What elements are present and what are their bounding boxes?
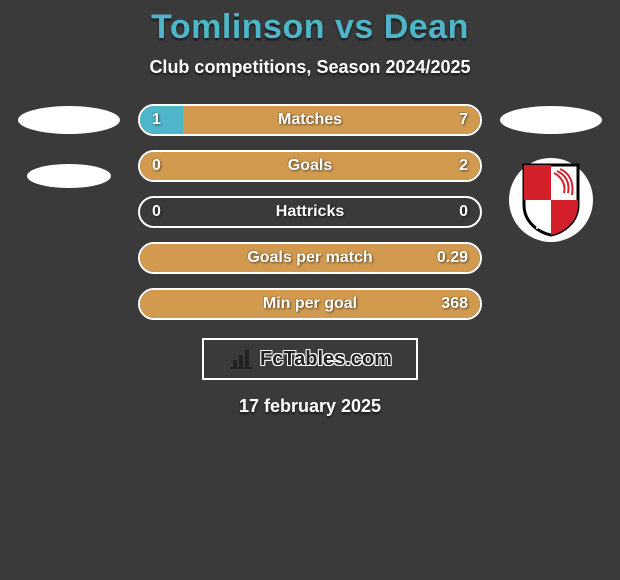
bar-value-left: 1 bbox=[152, 111, 161, 129]
bar-value-left: 0 bbox=[152, 157, 161, 175]
site-name: FcTables.com bbox=[260, 348, 392, 371]
left-player-column bbox=[18, 104, 120, 188]
bar-label: Goals bbox=[288, 157, 332, 175]
bar-value-right: 2 bbox=[459, 157, 468, 175]
stat-bar: Min per goal 368 bbox=[138, 288, 482, 320]
club-badge bbox=[509, 158, 593, 242]
bar-value-right: 0.29 bbox=[437, 249, 468, 267]
bar-value-right: 7 bbox=[459, 111, 468, 129]
stat-bars: 1 Matches 7 0 Goals 2 0 Hattricks 0 Goals per mat… bbox=[138, 104, 482, 320]
bar-chart-icon bbox=[228, 348, 254, 370]
bar-label: Hattricks bbox=[276, 203, 344, 221]
stat-bar: Goals per match 0.29 bbox=[138, 242, 482, 274]
right-photo-placeholder bbox=[500, 106, 602, 134]
page-title: Tomlinson vs Dean bbox=[0, 8, 620, 47]
date-text: 17 february 2025 bbox=[0, 396, 620, 417]
comparison-body: 1 Matches 7 0 Goals 2 0 Hattricks 0 Goals per mat… bbox=[0, 104, 620, 320]
subtitle: Club competitions, Season 2024/2025 bbox=[0, 57, 620, 78]
bar-value-left: 0 bbox=[152, 203, 161, 221]
bar-fill-left bbox=[140, 106, 183, 134]
bar-label: Goals per match bbox=[247, 249, 372, 267]
stat-bar: 0 Goals 2 bbox=[138, 150, 482, 182]
shield-icon bbox=[520, 163, 582, 237]
comparison-infographic: Tomlinson vs Dean Club competitions, Sea… bbox=[0, 0, 620, 417]
stat-bar: 0 Hattricks 0 bbox=[138, 196, 482, 228]
bar-label: Min per goal bbox=[263, 295, 357, 313]
left-photo-placeholder-1 bbox=[18, 106, 120, 134]
site-attribution: FcTables.com bbox=[202, 338, 418, 380]
left-photo-placeholder-2 bbox=[27, 164, 111, 188]
right-player-column bbox=[500, 104, 602, 242]
bar-value-right: 0 bbox=[459, 203, 468, 221]
bar-value-right: 368 bbox=[441, 295, 468, 313]
bar-label: Matches bbox=[278, 111, 342, 129]
stat-bar: 1 Matches 7 bbox=[138, 104, 482, 136]
